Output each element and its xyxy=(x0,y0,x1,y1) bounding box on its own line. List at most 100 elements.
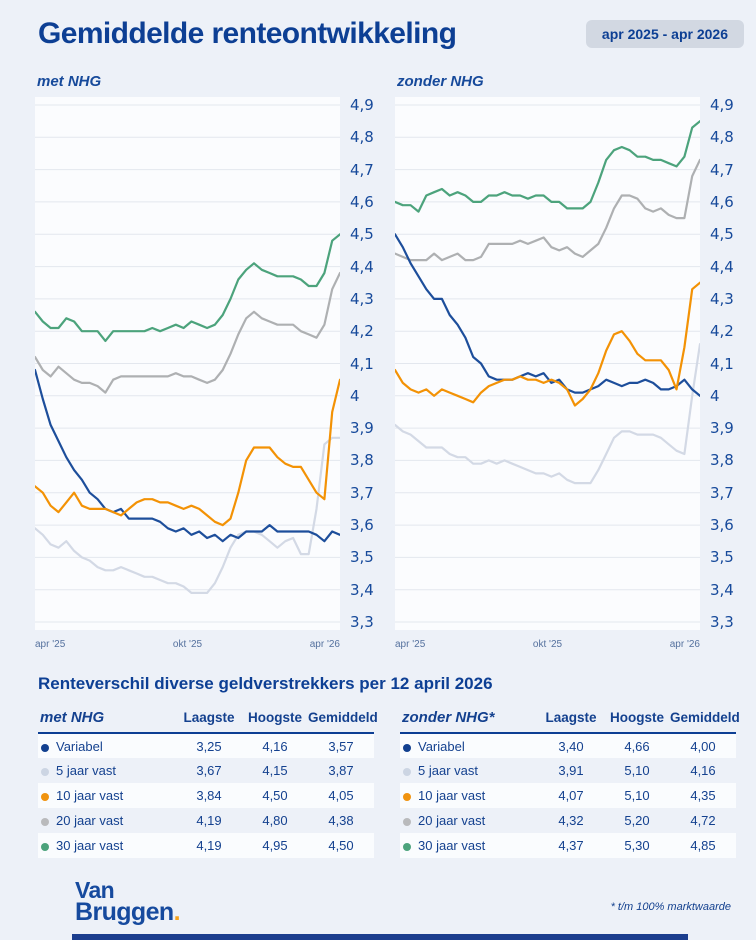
laagste-value: 4,32 xyxy=(558,813,584,828)
series-5-jaar-vast xyxy=(35,436,340,594)
table-row: 5 jaar vast 3,91 5,10 4,16 xyxy=(400,758,736,783)
table-row: 30 jaar vast 4,37 5,30 4,85 xyxy=(400,833,736,858)
period-badge: apr 2025 - apr 2026 xyxy=(585,20,744,48)
chart-block-zonder-nhg: zonder NHG 4,9 4,8 4,7 4,6 4,5 4,4 4,3 4,2 4,1 4 3… xyxy=(395,73,755,650)
table-header-row: met NHG Laagste Hoogste Gemiddeld xyxy=(38,707,378,733)
x-tick-label: okt '25 xyxy=(172,639,203,650)
x-tick-label: okt '25 xyxy=(532,639,563,650)
gemiddeld-value: 3,87 xyxy=(328,763,354,778)
y-tick-label: 4,1 xyxy=(710,354,734,373)
chart-title-met-nhg: met NHG xyxy=(37,73,102,90)
table-row: 20 jaar vast 4,19 4,80 4,38 xyxy=(38,808,374,833)
header: Gemiddelde renteontwikkeling apr 2025 - … xyxy=(0,0,756,51)
y-tick-label: 4,8 xyxy=(710,128,734,147)
y-tick-label: 3,4 xyxy=(710,580,734,599)
row-label: 10 jaar vast xyxy=(38,783,176,808)
gemiddeld-value: 4,16 xyxy=(690,763,716,778)
table-row: 10 jaar vast 4,07 5,10 4,35 xyxy=(400,783,736,808)
hoogste-value: 4,50 xyxy=(262,788,288,803)
x-tick-label: apr '26 xyxy=(669,639,700,650)
gemiddeld-value: 4,38 xyxy=(328,813,354,828)
rates-heading: Renteverschil diverse geldverstrekkers p… xyxy=(38,674,493,693)
hoogste-value: 4,95 xyxy=(262,838,288,853)
y-tick-label: 4 xyxy=(710,386,720,405)
gemiddeld-value: 4,85 xyxy=(690,838,716,853)
y-tick-label: 4,5 xyxy=(710,225,734,244)
y-tick-label: 3,8 xyxy=(350,451,374,470)
laagste-value: 3,84 xyxy=(196,788,222,803)
gemiddeld-value: 4,05 xyxy=(328,788,354,803)
y-tick-label: 3,6 xyxy=(350,516,374,535)
logo-line1: Van xyxy=(75,876,115,903)
column-header: Laagste xyxy=(183,710,235,725)
y-axis-met-nhg: 4,9 4,8 4,7 4,6 4,5 4,4 4,3 4,2 4,1 4 3,9 3,8 3,7 3,6… xyxy=(340,96,395,631)
footnote: * t/m 100% marktwaarde xyxy=(610,901,731,913)
series-10-jaar-vast xyxy=(395,281,700,407)
y-tick-label: 3,3 xyxy=(710,613,734,631)
y-tick-label: 4 xyxy=(350,386,360,405)
line-chart-zonder-nhg xyxy=(395,97,700,630)
series-color-dot-icon xyxy=(403,843,411,851)
series-variabel xyxy=(395,233,700,397)
hoogste-value: 5,20 xyxy=(624,813,650,828)
series-30-jaar-vast xyxy=(395,120,700,213)
column-header: Hoogste xyxy=(248,710,302,725)
laagste-value: 4,37 xyxy=(558,838,584,853)
row-label: 10 jaar vast xyxy=(400,783,538,808)
y-tick-label: 4,4 xyxy=(350,257,374,276)
y-tick-label: 4,6 xyxy=(710,192,734,211)
series-color-dot-icon xyxy=(41,768,49,776)
row-label: Variabel xyxy=(400,733,538,758)
series-color-dot-icon xyxy=(41,743,49,752)
laagste-value: 4,19 xyxy=(196,838,222,853)
y-tick-label: 4,3 xyxy=(710,289,734,308)
y-tick-label: 4,7 xyxy=(710,160,734,179)
y-tick-label: 3,7 xyxy=(710,483,734,502)
rates-section: Renteverschil diverse geldverstrekkers p… xyxy=(0,674,756,858)
series-5-jaar-vast xyxy=(395,343,700,485)
row-label: 30 jaar vast xyxy=(400,833,538,858)
laagste-value: 3,40 xyxy=(558,738,584,754)
gemiddeld-value: 4,00 xyxy=(690,738,716,754)
series-color-dot-icon xyxy=(41,843,49,851)
laagste-value: 4,07 xyxy=(558,788,584,803)
y-tick-label: 3,5 xyxy=(710,548,734,567)
y-tick-label: 4,7 xyxy=(350,160,374,179)
hoogste-value: 4,16 xyxy=(262,738,288,754)
series-10-jaar-vast xyxy=(35,378,340,527)
chart-block-met-nhg: met NHG 4,9 4,8 4,7 4,6 4,5 4,4 4,3 4,2 4,1 4 3,9 3… xyxy=(35,73,395,650)
row-label: Variabel xyxy=(38,733,176,758)
series-color-dot-icon xyxy=(403,768,411,776)
laagste-value: 4,19 xyxy=(196,813,222,828)
row-label: 30 jaar vast xyxy=(38,833,176,858)
x-axis-met-nhg: apr '25 okt '25 apr '26 xyxy=(35,639,340,650)
table-row: 10 jaar vast 3,84 4,50 4,05 xyxy=(38,783,374,808)
series-color-dot-icon xyxy=(41,818,49,826)
y-tick-label: 4,6 xyxy=(350,192,374,211)
charts-section: met NHG 4,9 4,8 4,7 4,6 4,5 4,4 4,3 4,2 4,1 4 3,9 3… xyxy=(0,73,756,650)
table-label: zonder NHG* xyxy=(402,709,495,726)
y-tick-label: 4,3 xyxy=(350,289,374,308)
table-row: 30 jaar vast 4,19 4,95 4,50 xyxy=(38,833,374,858)
y-tick-label: 4,9 xyxy=(350,96,374,114)
laagste-value: 3,91 xyxy=(558,763,584,778)
y-tick-label: 4,1 xyxy=(350,354,374,373)
series-30-jaar-vast xyxy=(35,233,340,342)
row-label: 20 jaar vast xyxy=(38,808,176,833)
y-tick-label: 3,7 xyxy=(350,483,374,502)
series-20-jaar-vast xyxy=(35,271,340,394)
gemiddeld-value: 3,57 xyxy=(328,738,354,754)
table-header-row: zonder NHG* Laagste Hoogste Gemiddeld xyxy=(400,707,740,733)
hoogste-value: 5,10 xyxy=(624,788,650,803)
van-bruggen-logo: Van Bruggen. xyxy=(75,876,181,926)
x-tick-label: apr '25 xyxy=(395,639,426,650)
y-tick-label: 3,5 xyxy=(350,548,374,567)
logo-line2: Bruggen xyxy=(75,897,174,926)
hoogste-value: 4,80 xyxy=(262,813,288,828)
column-header: Hoogste xyxy=(610,710,664,725)
series-20-jaar-vast xyxy=(395,158,700,262)
laagste-value: 3,67 xyxy=(196,763,222,778)
footer-brand-bar xyxy=(72,934,688,940)
hoogste-value: 4,66 xyxy=(624,738,650,754)
x-axis-zonder-nhg: apr '25 okt '25 apr '26 xyxy=(395,639,700,650)
